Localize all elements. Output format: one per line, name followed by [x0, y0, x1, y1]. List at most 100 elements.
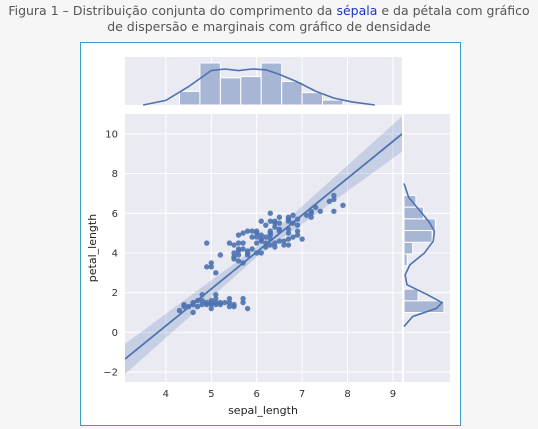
caption-line-2: de dispersão e marginais com gráfico de … — [107, 19, 431, 34]
scatter-point — [326, 198, 333, 205]
y-tick-label: 10 — [105, 129, 118, 140]
x-tick-label: 6 — [254, 389, 260, 400]
scatter-point — [285, 230, 292, 236]
marginal-y-bar — [403, 230, 433, 243]
scatter-point — [240, 295, 246, 302]
scatter-point — [285, 214, 292, 220]
scatter-point — [226, 303, 233, 310]
scatter-point — [263, 244, 269, 250]
scatter-point — [331, 208, 337, 214]
scatter-point — [249, 228, 255, 234]
scatter-point — [231, 250, 237, 256]
marginal-x-bar — [281, 81, 303, 106]
y-tick-label: 8 — [112, 169, 118, 180]
scatter-point — [267, 228, 274, 234]
marginal-y-bar — [403, 253, 408, 267]
scatter-point — [231, 254, 237, 260]
confidence-band — [125, 116, 402, 375]
scatter-point — [276, 226, 283, 232]
scatter-point — [235, 258, 242, 264]
scatter-point — [208, 264, 214, 270]
scatter-point — [258, 250, 264, 256]
scatter-point — [235, 246, 242, 252]
scatter-point — [235, 232, 242, 238]
scatter-point — [199, 301, 205, 308]
scatter-point — [231, 242, 237, 248]
scatter-point — [190, 299, 196, 306]
scatter-point — [226, 240, 233, 246]
figure-caption: Figura 1 – Distribuição conjunta do comp… — [0, 0, 538, 35]
scatter-point — [258, 236, 264, 242]
x-tick-label: 4 — [163, 389, 169, 400]
scatter-point — [199, 291, 205, 298]
scatter-point — [240, 240, 246, 246]
figure-frame: 4 5 6 7 8 9 −2 0 2 4 6 8 10 sepal_length petal_leng… — [80, 42, 461, 426]
x-tick-label: 5 — [208, 389, 214, 400]
marginal-y-density-curve — [403, 183, 444, 327]
scatter-point — [331, 196, 337, 203]
scatter-point — [244, 305, 251, 312]
caption-text-a: Figura 1 – Distribuição conjunta do comp… — [8, 3, 337, 18]
y-ticks: −2 0 2 4 6 8 10 — [103, 129, 118, 378]
y-tick-label: 0 — [112, 328, 118, 339]
x-tick-label: 8 — [344, 389, 350, 400]
scatter-point — [222, 299, 228, 306]
scatter-point — [272, 244, 278, 250]
scatter-point — [267, 218, 274, 224]
scatter-point — [181, 301, 187, 308]
scatter-point — [249, 246, 255, 252]
caption-text-b: e da pétala com gráfico — [377, 3, 530, 18]
y-axis-label: petal_length — [86, 214, 99, 282]
scatter-points — [176, 192, 346, 316]
y-tick-label: −2 — [103, 368, 118, 379]
scatter-point — [285, 236, 292, 242]
marginal-x-bar — [178, 90, 201, 106]
y-tick-label: 2 — [112, 288, 118, 299]
scatter-point — [231, 301, 237, 308]
scatter-point — [272, 224, 278, 230]
scatter-point — [276, 238, 283, 244]
jointplot-chart: 4 5 6 7 8 9 −2 0 2 4 6 8 10 sepal_length petal_leng… — [86, 57, 450, 417]
scatter-point — [290, 220, 296, 226]
scatter-point — [272, 218, 278, 224]
scatter-point — [217, 252, 224, 258]
scatter-point — [249, 234, 255, 240]
caption-link-sepala[interactable]: sépala — [336, 3, 378, 18]
scatter-point — [226, 299, 233, 306]
scatter-point — [267, 242, 274, 248]
scatter-point — [240, 230, 246, 236]
scatter-point — [190, 309, 196, 316]
scatter-point — [267, 236, 274, 242]
scatter-point — [240, 260, 246, 266]
scatter-point — [294, 216, 301, 222]
x-axis-label: sepal_length — [228, 404, 298, 417]
y-tick-label: 4 — [112, 248, 118, 259]
scatter-point — [213, 299, 219, 306]
scatter-point — [272, 240, 278, 246]
marginal-x-bar — [322, 99, 344, 106]
scatter-point — [208, 260, 214, 266]
scatter-point — [176, 307, 183, 314]
marginal-y-histogram — [403, 183, 445, 327]
marginal-y-bar — [403, 241, 414, 255]
marginal-x-bar — [301, 92, 324, 106]
scatter-point — [208, 305, 214, 312]
scatter-point — [204, 299, 210, 306]
marginal-y-bar — [403, 206, 424, 220]
marginal-x-histogram — [143, 62, 375, 106]
scatter-point — [294, 232, 301, 238]
scatter-point — [194, 297, 201, 304]
scatter-point — [308, 214, 314, 220]
scatter-point — [213, 291, 219, 298]
scatter-point — [253, 240, 260, 246]
scatter-point — [258, 232, 264, 238]
scatter-point — [253, 228, 260, 234]
regression-confidence-band — [125, 116, 402, 375]
scatter-point — [253, 250, 260, 256]
scatter-point — [313, 204, 319, 211]
caption-line-1: Figura 1 – Distribuição conjunta do comp… — [0, 3, 538, 19]
y-tick-label: 6 — [112, 209, 118, 220]
scatter-point — [263, 240, 269, 246]
scatter-point — [235, 252, 242, 258]
scatter-point — [303, 212, 310, 218]
